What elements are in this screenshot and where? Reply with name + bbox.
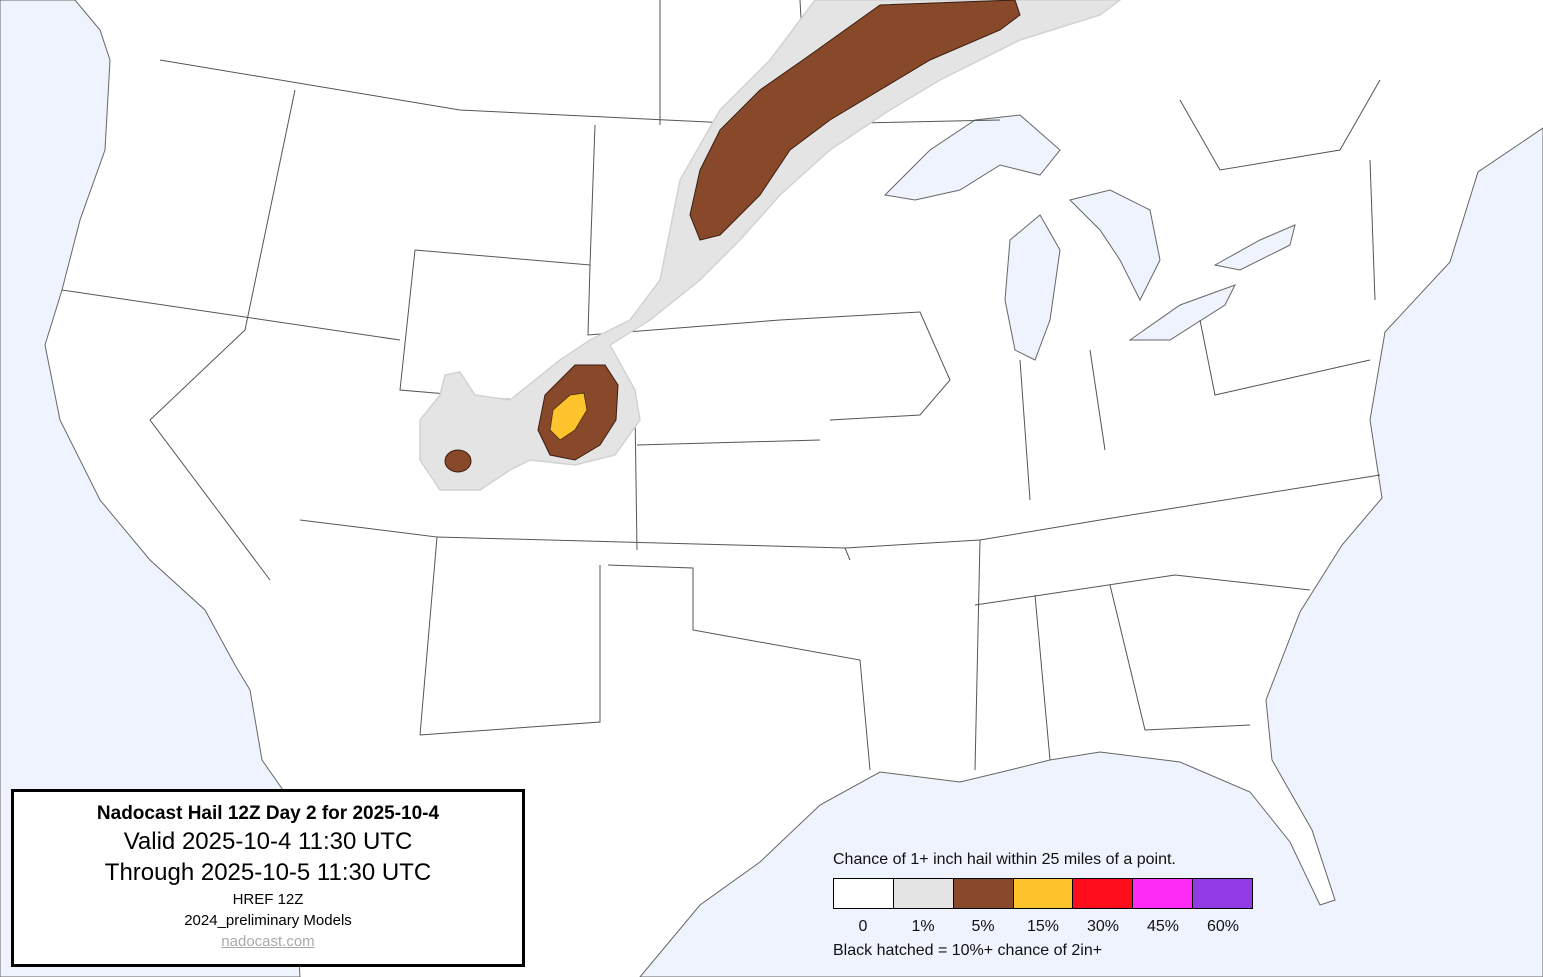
- legend-label: 60%: [1206, 918, 1240, 935]
- legend-swatch-60pct: [1193, 879, 1253, 908]
- model-label: HREF 12Z: [232, 891, 304, 908]
- valid-time: Valid 2025-10-4 11:30 UTC: [123, 828, 413, 855]
- legend-label: 1%: [911, 918, 935, 935]
- models-version: 2024_preliminary Models: [184, 912, 352, 929]
- great-lakes: [883, 114, 1296, 361]
- legend-swatch-15pct: [1013, 879, 1074, 908]
- legend-note: Black hatched = 10%+ chance of 2in+: [833, 942, 1103, 959]
- legend-swatch-45pct: [1133, 879, 1194, 908]
- legend-label: 0: [858, 918, 868, 935]
- gulf-and-atlantic: [639, 127, 1543, 977]
- nadocast-link[interactable]: nadocast.com: [221, 933, 315, 950]
- legend-color-bar: [833, 878, 1253, 909]
- legend-labels: 0 1% 5% 15% 30% 45% 60%: [833, 918, 1253, 936]
- state-borders: [61, 0, 1381, 771]
- hail-15pct-area: [549, 392, 588, 441]
- legend: Chance of 1+ inch hail within 25 miles o…: [833, 851, 1263, 960]
- legend-swatch-30pct: [1073, 879, 1134, 908]
- title-box: Nadocast Hail 12Z Day 2 for 2025-10-4 Va…: [11, 789, 525, 967]
- legend-label: 45%: [1146, 918, 1180, 935]
- legend-label: 30%: [1086, 918, 1120, 935]
- legend-swatch-5pct: [953, 879, 1014, 908]
- legend-title: Chance of 1+ inch hail within 25 miles o…: [833, 851, 1176, 868]
- through-time: Through 2025-10-5 11:30 UTC: [104, 859, 432, 886]
- map-title: Nadocast Hail 12Z Day 2 for 2025-10-4: [96, 803, 440, 824]
- legend-label: 5%: [971, 918, 995, 935]
- legend-label: 15%: [1026, 918, 1060, 935]
- legend-swatch-1pct: [893, 879, 954, 908]
- legend-swatch-0: [834, 879, 894, 908]
